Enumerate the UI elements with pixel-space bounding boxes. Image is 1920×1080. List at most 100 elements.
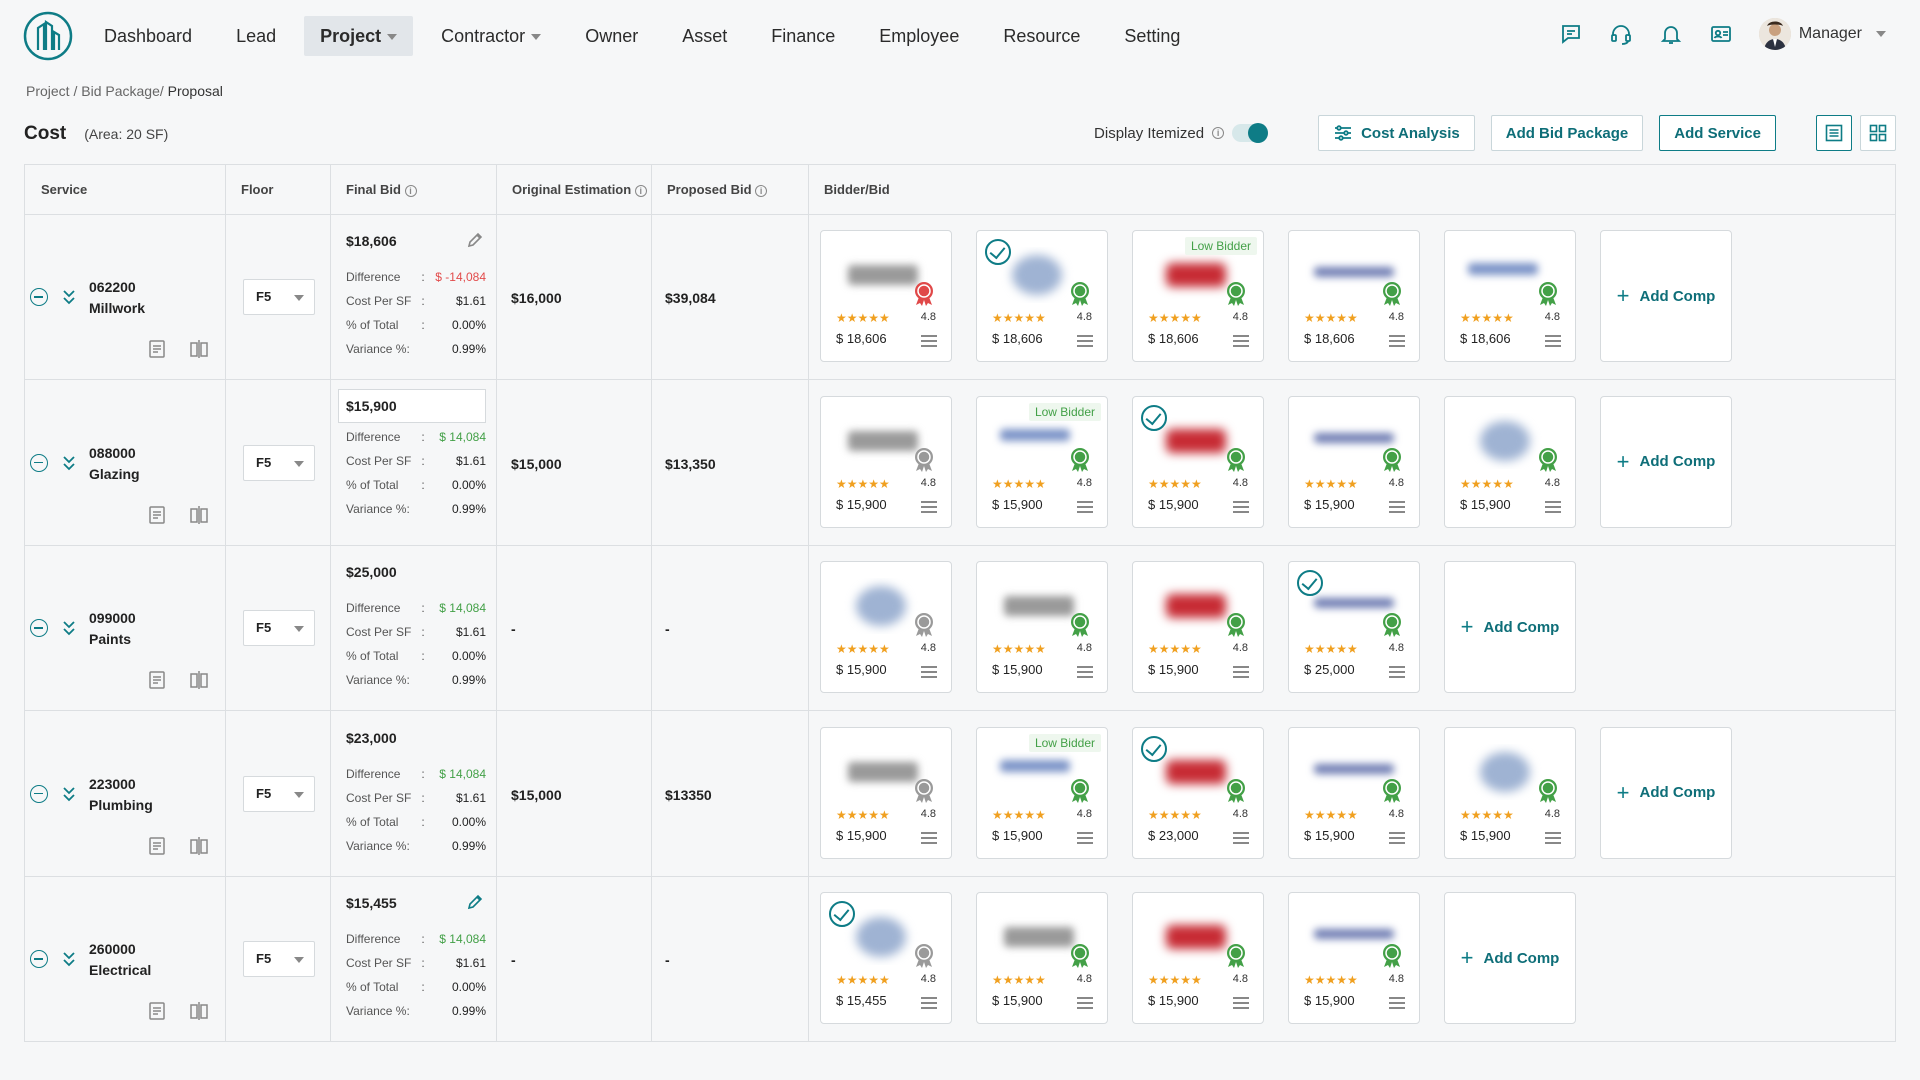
compare-icon[interactable] [189, 339, 209, 359]
nav-item-asset[interactable]: Asset [666, 16, 743, 56]
nav-item-owner[interactable]: Owner [569, 16, 654, 56]
bidder-card[interactable]: ★★★★★ 4.8 $ 15,900 [820, 726, 952, 859]
bidder-card[interactable]: Low Bidder ★★★★★ 4.8 $ 18,606 [1132, 230, 1264, 362]
menu-lines-icon[interactable] [1233, 997, 1249, 1009]
bidder-card[interactable]: Low Bidder ★★★★★ 4.8 $ 15,900 [976, 395, 1108, 528]
nav-item-resource[interactable]: Resource [987, 16, 1096, 56]
floor-select[interactable]: F5 [243, 279, 315, 315]
document-icon[interactable] [147, 1001, 167, 1021]
menu-lines-icon[interactable] [1545, 831, 1561, 844]
compare-icon[interactable] [189, 836, 209, 856]
nav-item-dashboard[interactable]: Dashboard [88, 16, 208, 56]
floor-select[interactable]: F5 [243, 610, 315, 646]
menu-lines-icon[interactable] [1077, 335, 1093, 347]
menu-lines-icon[interactable] [1233, 500, 1249, 513]
bidder-card[interactable]: ★★★★★ 4.8 $ 18,606 [1288, 230, 1420, 362]
menu-lines-icon[interactable] [1389, 831, 1405, 844]
floor-select[interactable]: F5 [243, 941, 315, 977]
nav-item-employee[interactable]: Employee [863, 16, 975, 56]
menu-lines-icon[interactable] [921, 335, 937, 347]
document-icon[interactable] [147, 505, 167, 525]
nav-item-finance[interactable]: Finance [755, 16, 851, 56]
bidder-card[interactable]: ★★★★★ 4.8 $ 15,900 [820, 561, 952, 693]
bidder-card[interactable]: ★★★★★ 4.8 $ 15,900 [1288, 892, 1420, 1024]
menu-lines-icon[interactable] [1233, 335, 1249, 347]
add-comp-button[interactable]: + Add Comp [1444, 892, 1576, 1024]
expand-details-icon[interactable] [62, 951, 76, 967]
app-logo-icon[interactable] [22, 10, 74, 62]
bidder-card[interactable]: ★★★★★ 4.8 $ 15,900 [1444, 395, 1576, 528]
add-service-button[interactable]: Add Service [1659, 115, 1776, 151]
expand-details-icon[interactable] [62, 289, 76, 305]
expand-details-icon[interactable] [62, 620, 76, 636]
compare-icon[interactable] [189, 670, 209, 690]
menu-lines-icon[interactable] [1389, 666, 1405, 678]
edit-pencil-icon[interactable] [466, 231, 484, 249]
bidder-card[interactable]: ★★★★★ 4.8 $ 15,900 [1444, 726, 1576, 859]
bidder-card[interactable]: ★★★★★ 4.8 $ 18,606 [820, 230, 952, 362]
document-icon[interactable] [147, 670, 167, 690]
bidder-card[interactable]: ★★★★★ 4.8 $ 18,606 [976, 230, 1108, 362]
info-icon[interactable]: i [755, 185, 768, 197]
collapse-row-icon[interactable] [30, 288, 48, 306]
menu-lines-icon[interactable] [1233, 831, 1249, 844]
add-comp-button[interactable]: + Add Comp [1600, 395, 1732, 528]
compare-icon[interactable] [189, 505, 209, 525]
grid-view-button[interactable] [1860, 115, 1896, 151]
bell-icon[interactable] [1659, 22, 1683, 46]
menu-lines-icon[interactable] [921, 500, 937, 513]
collapse-row-icon[interactable] [30, 619, 48, 637]
bidder-card[interactable]: ★★★★★ 4.8 $ 15,900 [1132, 892, 1264, 1024]
edit-pencil-icon[interactable] [466, 893, 484, 911]
final-bid-value[interactable]: $15,900 [338, 388, 486, 423]
bidder-card[interactable]: ★★★★★ 4.8 $ 18,606 [1444, 230, 1576, 362]
menu-lines-icon[interactable] [1389, 500, 1405, 513]
menu-lines-icon[interactable] [1077, 997, 1093, 1009]
menu-lines-icon[interactable] [1545, 335, 1561, 347]
menu-lines-icon[interactable] [1077, 831, 1093, 844]
menu-lines-icon[interactable] [1233, 666, 1249, 678]
menu-lines-icon[interactable] [921, 666, 937, 678]
add-bid-package-button[interactable]: Add Bid Package [1490, 115, 1644, 151]
bidder-card[interactable]: ★★★★★ 4.8 $ 15,900 [1288, 395, 1420, 528]
bidder-card[interactable]: Low Bidder ★★★★★ 4.8 $ 15,900 [976, 726, 1108, 859]
nav-item-lead[interactable]: Lead [220, 16, 292, 56]
list-view-button[interactable] [1816, 115, 1852, 151]
document-icon[interactable] [147, 339, 167, 359]
nav-item-contractor[interactable]: Contractor [425, 16, 557, 56]
expand-details-icon[interactable] [62, 786, 76, 802]
menu-lines-icon[interactable] [921, 997, 937, 1009]
add-comp-button[interactable]: + Add Comp [1444, 561, 1576, 693]
expand-details-icon[interactable] [62, 455, 76, 471]
breadcrumb-project[interactable]: Project / [26, 83, 78, 99]
menu-lines-icon[interactable] [1077, 500, 1093, 513]
display-itemized-toggle[interactable] [1232, 123, 1269, 143]
bidder-card[interactable]: ★★★★★ 4.8 $ 15,900 [976, 892, 1108, 1024]
menu-lines-icon[interactable] [1389, 335, 1405, 347]
menu-lines-icon[interactable] [1077, 666, 1093, 678]
cost-analysis-button[interactable]: Cost Analysis [1318, 115, 1475, 151]
user-menu[interactable]: Manager [1758, 18, 1886, 50]
contact-card-icon[interactable] [1709, 22, 1733, 46]
bidder-card[interactable]: ★★★★★ 4.8 $ 15,900 [1288, 726, 1420, 859]
chat-icon[interactable] [1559, 22, 1583, 46]
menu-lines-icon[interactable] [921, 831, 937, 844]
document-icon[interactable] [147, 836, 167, 856]
selected-check-icon[interactable] [829, 901, 855, 927]
info-icon[interactable]: i [634, 185, 647, 197]
collapse-row-icon[interactable] [30, 453, 48, 472]
floor-select[interactable]: F5 [243, 444, 315, 481]
bidder-card[interactable]: ★★★★★ 4.8 $ 15,900 [1132, 561, 1264, 693]
bidder-card[interactable]: ★★★★★ 4.8 $ 23,000 [1132, 726, 1264, 859]
breadcrumb-bid-package[interactable]: Bid Package/ [81, 83, 164, 99]
menu-lines-icon[interactable] [1389, 997, 1405, 1009]
add-comp-button[interactable]: + Add Comp [1600, 726, 1732, 859]
menu-lines-icon[interactable] [1545, 500, 1561, 513]
bidder-card[interactable]: ★★★★★ 4.8 $ 15,900 [820, 395, 952, 528]
headset-icon[interactable] [1609, 22, 1633, 46]
bidder-card[interactable]: ★★★★★ 4.8 $ 15,900 [1132, 395, 1264, 528]
bidder-card[interactable]: ★★★★★ 4.8 $ 15,900 [976, 561, 1108, 693]
collapse-row-icon[interactable] [30, 950, 48, 968]
nav-item-project[interactable]: Project [304, 16, 414, 56]
compare-icon[interactable] [189, 1001, 209, 1021]
